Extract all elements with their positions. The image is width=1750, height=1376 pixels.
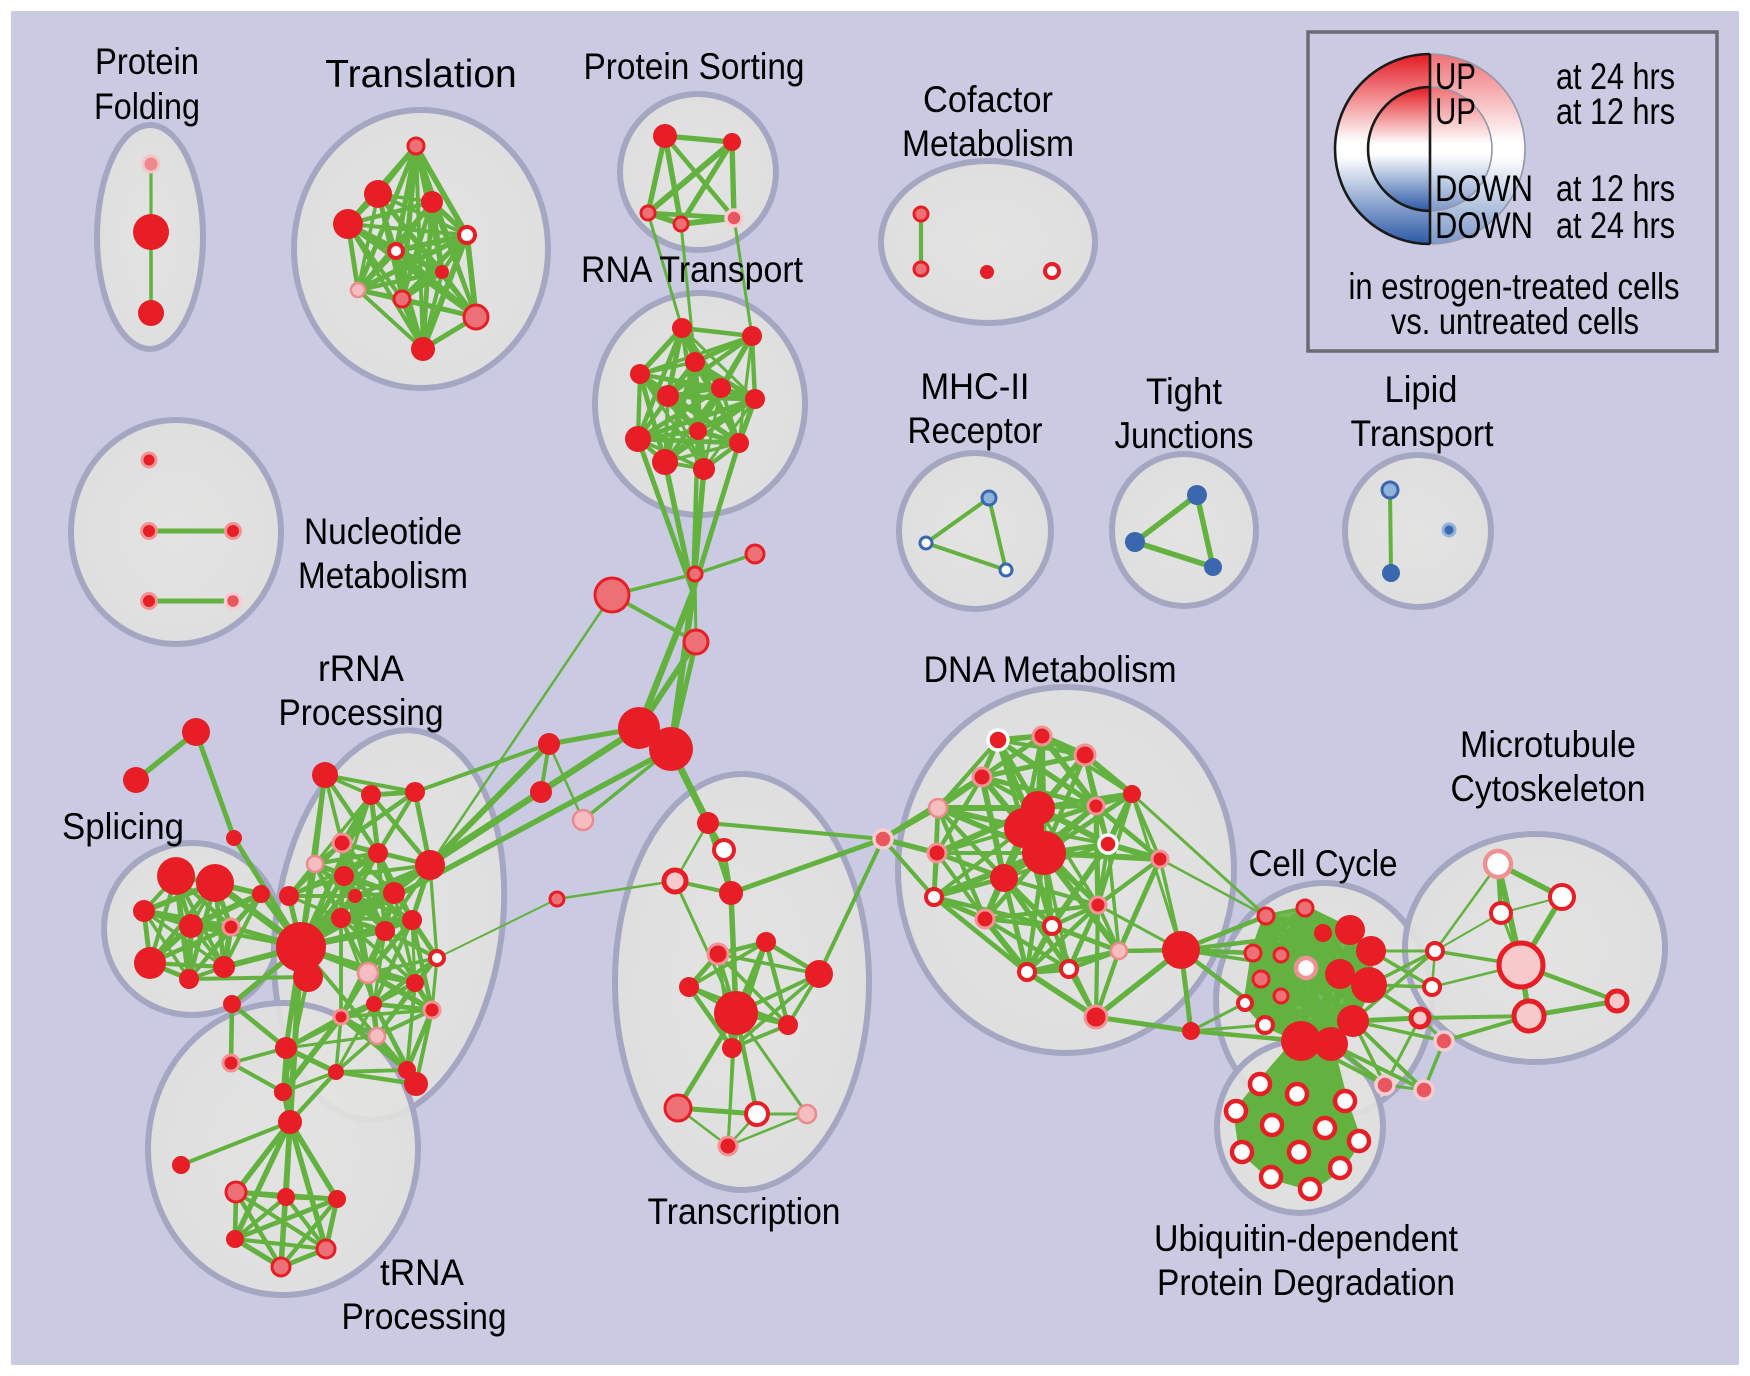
svg-text:Ubiquitin-dependent: Ubiquitin-dependent bbox=[1154, 1218, 1459, 1259]
svg-text:MHC-II: MHC-II bbox=[921, 366, 1030, 407]
svg-text:UP: UP bbox=[1435, 56, 1476, 97]
svg-text:in estrogen-treated cells: in estrogen-treated cells bbox=[1349, 266, 1680, 307]
svg-text:Transport: Transport bbox=[1351, 413, 1495, 454]
svg-text:Protein Degradation: Protein Degradation bbox=[1157, 1262, 1455, 1303]
svg-text:DOWN: DOWN bbox=[1435, 205, 1533, 246]
svg-text:Processing: Processing bbox=[279, 692, 444, 733]
svg-text:UP: UP bbox=[1435, 91, 1476, 132]
svg-text:DOWN: DOWN bbox=[1435, 168, 1533, 209]
svg-text:Junctions: Junctions bbox=[1115, 415, 1254, 456]
svg-text:tRNA: tRNA bbox=[380, 1252, 464, 1293]
svg-text:Splicing: Splicing bbox=[62, 806, 184, 847]
svg-text:RNA Transport: RNA Transport bbox=[581, 249, 804, 290]
svg-text:at 24 hrs: at 24 hrs bbox=[1556, 56, 1675, 97]
svg-text:at 24 hrs: at 24 hrs bbox=[1556, 205, 1675, 246]
svg-text:Transcription: Transcription bbox=[648, 1191, 841, 1232]
svg-text:Tight: Tight bbox=[1146, 371, 1223, 412]
svg-text:Protein Sorting: Protein Sorting bbox=[584, 46, 805, 87]
svg-text:Receptor: Receptor bbox=[908, 410, 1043, 451]
svg-text:DNA Metabolism: DNA Metabolism bbox=[924, 649, 1177, 690]
svg-text:Protein: Protein bbox=[95, 41, 199, 82]
svg-text:Metabolism: Metabolism bbox=[298, 555, 468, 596]
svg-text:Nucleotide: Nucleotide bbox=[304, 511, 462, 552]
svg-text:at 12 hrs: at 12 hrs bbox=[1556, 91, 1675, 132]
svg-text:Processing: Processing bbox=[342, 1296, 507, 1337]
svg-text:Cytoskeleton: Cytoskeleton bbox=[1451, 768, 1646, 809]
svg-text:Lipid: Lipid bbox=[1385, 369, 1458, 410]
svg-text:vs. untreated cells: vs. untreated cells bbox=[1391, 301, 1639, 342]
svg-text:Microtubule: Microtubule bbox=[1460, 724, 1636, 765]
svg-text:Translation: Translation bbox=[325, 53, 516, 96]
svg-text:rRNA: rRNA bbox=[318, 648, 404, 689]
svg-text:at 12 hrs: at 12 hrs bbox=[1556, 168, 1675, 209]
svg-text:Metabolism: Metabolism bbox=[902, 123, 1074, 164]
svg-text:Cofactor: Cofactor bbox=[923, 79, 1053, 120]
svg-text:Folding: Folding bbox=[94, 86, 200, 127]
svg-text:Cell Cycle: Cell Cycle bbox=[1249, 843, 1398, 884]
